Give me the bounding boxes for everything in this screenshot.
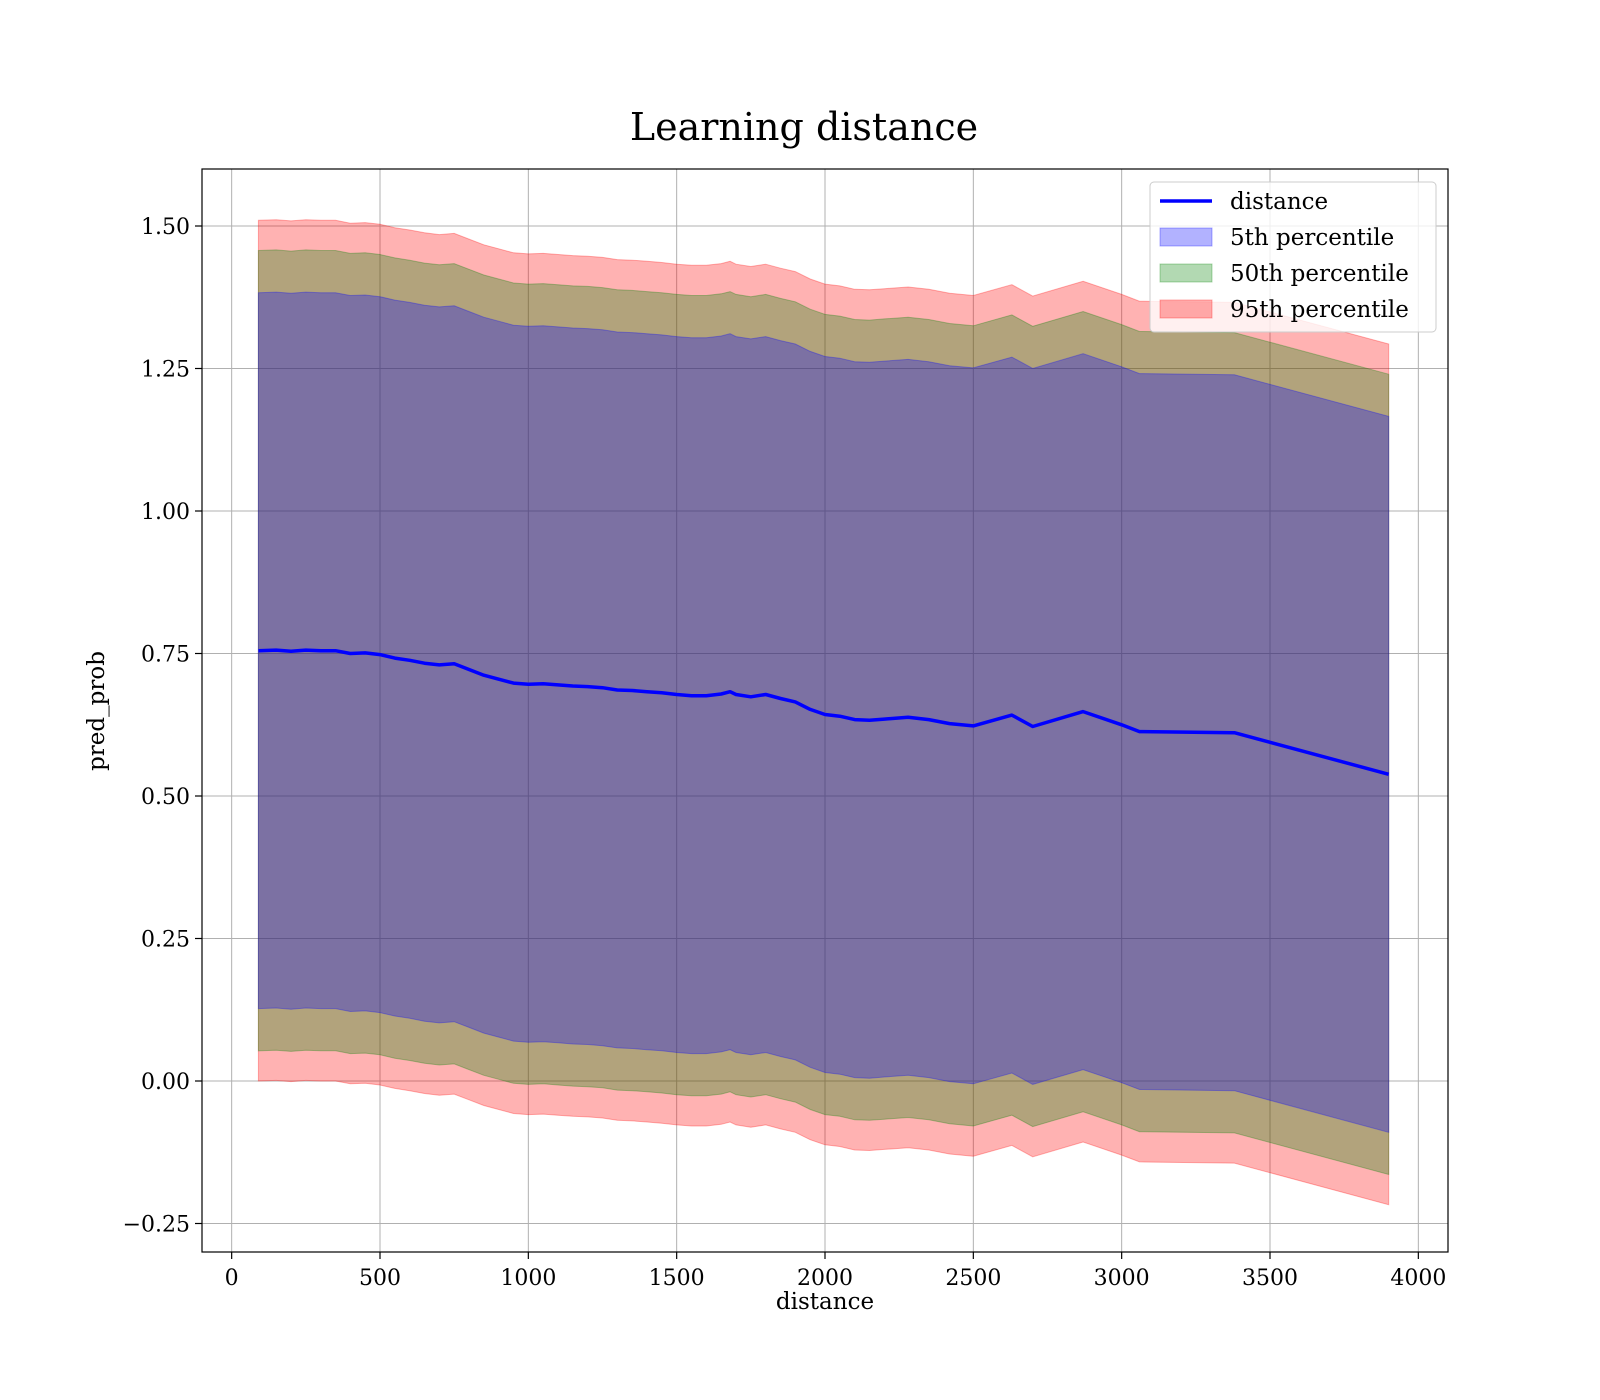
y-tick-label: 1.25 bbox=[141, 358, 190, 383]
band-layer bbox=[257, 219, 1390, 1206]
x-tick-label: 3000 bbox=[1094, 1266, 1150, 1291]
legend-label-50th-percentile: 50th percentile bbox=[1230, 261, 1409, 287]
x-tick-label: 0 bbox=[225, 1266, 239, 1291]
y-tick-label: 0.25 bbox=[141, 928, 190, 953]
y-tick-label: 0.50 bbox=[141, 785, 190, 810]
x-tick-label: 2000 bbox=[797, 1266, 853, 1291]
x-tick-label: 1000 bbox=[500, 1266, 556, 1291]
legend-label-95th-percentile: 95th percentile bbox=[1230, 297, 1409, 323]
x-tick-label: 2500 bbox=[945, 1266, 1001, 1291]
y-tick-label: 1.00 bbox=[141, 500, 190, 525]
x-tick-label: 4000 bbox=[1390, 1266, 1446, 1291]
x-axis-title: distance bbox=[776, 1289, 874, 1315]
legend-label-distance: distance bbox=[1230, 189, 1328, 215]
chart-title: Learning distance bbox=[630, 105, 978, 149]
x-tick-label: 3500 bbox=[1242, 1266, 1298, 1291]
x-tick-label: 500 bbox=[359, 1266, 401, 1291]
x-tick-label: 1500 bbox=[649, 1266, 705, 1291]
legend-swatch-50th-percentile bbox=[1159, 263, 1213, 283]
y-tick-label: −0.25 bbox=[123, 1213, 190, 1238]
legend-swatch-95th-percentile bbox=[1159, 299, 1213, 319]
legend-label-5th-percentile: 5th percentile bbox=[1230, 225, 1394, 251]
y-tick-label: 0.00 bbox=[141, 1070, 190, 1095]
line-layer bbox=[258, 648, 1390, 776]
tick-layer: 0 500 1000 1500 2000 2500 3000 3500 4000 −0.25 0.0… bbox=[123, 215, 1447, 1291]
y-tick-label: 1.50 bbox=[141, 215, 190, 240]
y-axis-title: pred_prob bbox=[84, 651, 110, 771]
line-distance bbox=[258, 648, 1390, 776]
grid-layer bbox=[202, 169, 1448, 1252]
legend-box bbox=[1149, 181, 1437, 333]
legend: distance 5th percentile 50th percentile … bbox=[1149, 181, 1437, 333]
legend-swatch-5th-percentile bbox=[1159, 227, 1213, 247]
y-tick-label: 0.75 bbox=[141, 643, 190, 668]
